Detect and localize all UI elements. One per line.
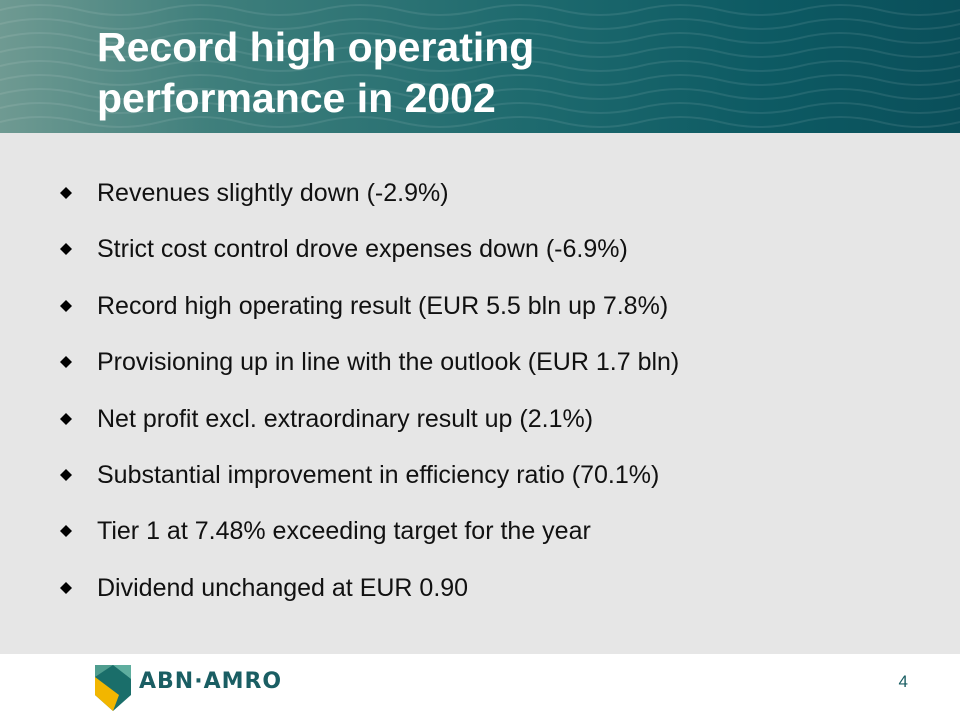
slide-header: Record high operating performance in 200… xyxy=(0,0,960,133)
wave-pattern-icon xyxy=(0,4,960,128)
diamond-bullet-icon xyxy=(60,187,72,199)
bullet-text: Revenues slightly down (-2.9%) xyxy=(97,179,449,207)
diamond-bullet-icon xyxy=(60,581,72,594)
bullet-item: Tier 1 at 7.48% exceeding target for the… xyxy=(0,511,960,567)
page-number: 4 xyxy=(898,672,908,691)
diamond-bullet-icon xyxy=(60,412,72,425)
bullet-item: Record high operating result (EUR 5.5 bl… xyxy=(0,286,960,342)
bullet-item: Revenues slightly down (-2.9%) xyxy=(0,173,960,229)
diamond-bullet-icon xyxy=(60,525,72,538)
bullet-text: Substantial improvement in efficiency ra… xyxy=(97,460,660,489)
bullet-item: Net profit excl. extraordinary result up… xyxy=(0,399,960,455)
bullet-item: Dividend unchanged at EUR 0.90 xyxy=(0,568,960,624)
bullet-list: Revenues slightly down (-2.9%) Strict co… xyxy=(0,173,960,624)
abn-amro-shield-icon xyxy=(95,665,131,711)
diamond-bullet-icon xyxy=(60,299,72,312)
bullet-text: Record high operating result (EUR 5.5 bl… xyxy=(97,291,669,320)
slide-footer: ABN·AMRO 4 xyxy=(0,654,960,720)
diamond-bullet-icon xyxy=(60,468,72,481)
bullet-item: Provisioning up in line with the outlook… xyxy=(0,342,960,398)
slide-content: Revenues slightly down (-2.9%) Strict co… xyxy=(0,133,960,654)
logo-wordmark: ABN·AMRO xyxy=(139,669,283,694)
bullet-item: Strict cost control drove expenses down … xyxy=(0,229,960,285)
bullet-text: Net profit excl. extraordinary result up… xyxy=(97,404,594,433)
slide-title-line-2: performance in 2002 xyxy=(97,75,496,121)
bullet-item: Substantial improvement in efficiency ra… xyxy=(0,455,960,511)
slide-title: Record high operating performance in 200… xyxy=(97,22,534,124)
diamond-bullet-icon xyxy=(60,243,72,256)
bullet-text: Tier 1 at 7.48% exceeding target for the… xyxy=(97,517,591,546)
diamond-bullet-icon xyxy=(60,356,72,369)
bullet-text: Dividend unchanged at EUR 0.90 xyxy=(97,573,469,602)
bullet-text: Provisioning up in line with the outlook… xyxy=(97,348,680,377)
bullet-text: Strict cost control drove expenses down … xyxy=(97,235,628,264)
slide-title-line-1: Record high operating xyxy=(97,24,535,70)
